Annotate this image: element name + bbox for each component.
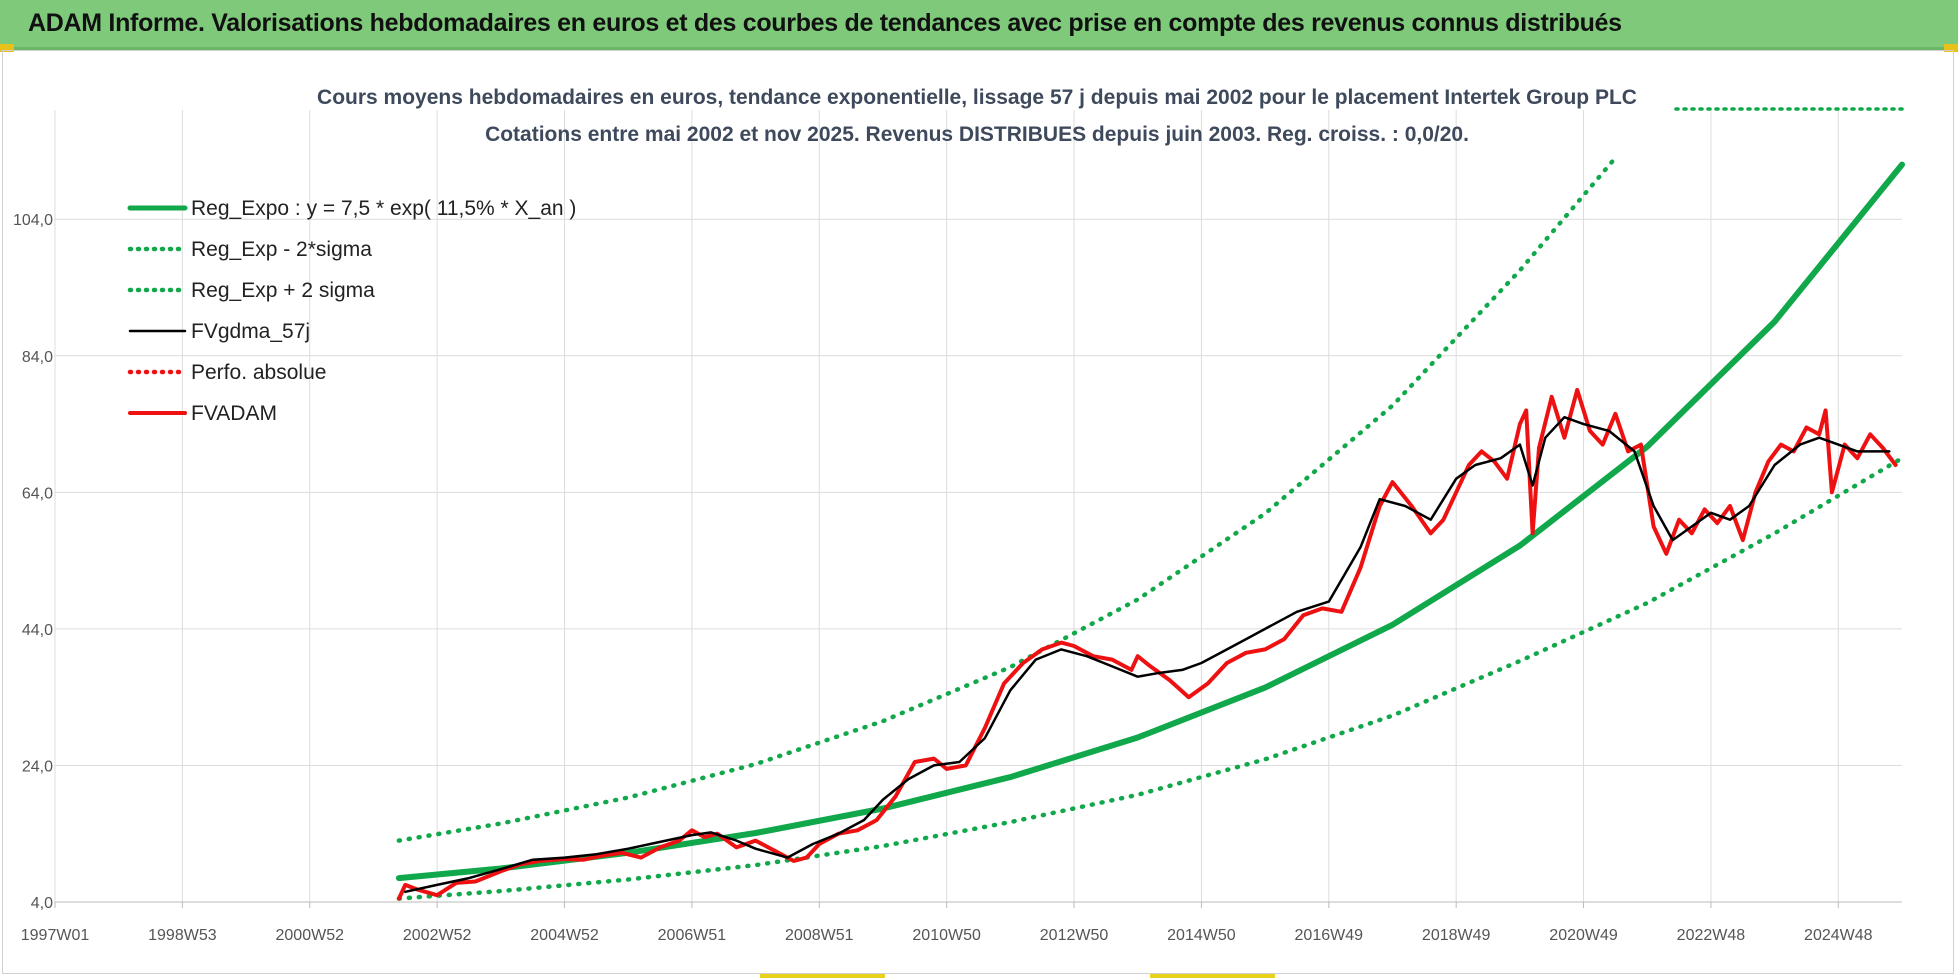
x-tick-label: 2000W52 xyxy=(276,927,345,944)
chart-subtitle: Cotations entre mai 2002 et nov 2025. Re… xyxy=(485,123,1469,146)
x-tick-label: 2010W50 xyxy=(912,927,981,944)
page-title: ADAM Informe. Valorisations hebdomadaire… xyxy=(28,9,1622,37)
legend-label-0: Reg_Expo : y = 7,5 * exp( 11,5% * X_an ) xyxy=(191,197,576,220)
y-tick-label: 64,0 xyxy=(22,485,53,502)
chart-frame xyxy=(2,50,1954,974)
y-axis: 4,0 24,0 44,0 64,0 84,0 104,0 xyxy=(13,212,53,912)
x-tick-label: 2022W48 xyxy=(1677,927,1746,944)
corner-mark-right xyxy=(1944,44,1958,52)
legend: Reg_Expo : y = 7,5 * exp( 11,5% * X_an )… xyxy=(127,197,576,425)
y-tick-label: 4,0 xyxy=(31,895,53,912)
legend-label-3: FVgdma_57j xyxy=(191,320,310,343)
bottom-mark-1 xyxy=(760,974,885,978)
y-tick-label: 104,0 xyxy=(13,212,53,229)
plot-area xyxy=(395,155,1905,901)
series-line-2 xyxy=(396,155,1618,843)
corner-mark-left xyxy=(0,44,14,52)
x-tick-label: 2024W48 xyxy=(1804,927,1873,944)
y-tick-label: 24,0 xyxy=(22,758,53,775)
x-tick-label: 2008W51 xyxy=(785,927,854,944)
x-tick-label: 1998W53 xyxy=(148,927,217,944)
x-tick-label: 2020W49 xyxy=(1549,927,1618,944)
x-tick-label: 2016W49 xyxy=(1295,927,1364,944)
legend-label-4: Perfo. absolue xyxy=(191,361,326,384)
x-tick-label: 2006W51 xyxy=(658,927,727,944)
x-tick-label: 2004W52 xyxy=(530,927,599,944)
x-tick-label: 1997W01 xyxy=(21,927,90,944)
x-tick-label: 2014W50 xyxy=(1167,927,1236,944)
x-tick-label: 2012W50 xyxy=(1040,927,1109,944)
chart-title: Cours moyens hebdomadaires en euros, ten… xyxy=(317,86,1637,109)
y-tick-label: 44,0 xyxy=(22,622,53,639)
series-line-5 xyxy=(396,387,1898,901)
series-line-1 xyxy=(396,455,1905,901)
x-axis: 1997W01 1998W53 2000W52 2002W52 2004W52 2006W… xyxy=(21,901,1902,944)
legend-label-1: Reg_Exp - 2*sigma xyxy=(191,238,372,261)
bottom-mark-2 xyxy=(1150,974,1275,978)
legend-label-2: Reg_Exp + 2 sigma xyxy=(191,279,375,302)
legend-label-5: FVADAM xyxy=(191,402,277,425)
y-tick-label: 84,0 xyxy=(22,349,53,366)
series-line-3 xyxy=(404,415,1891,894)
header-bar: ADAM Informe. Valorisations hebdomadaire… xyxy=(0,0,1958,50)
x-tick-label: 2018W49 xyxy=(1422,927,1491,944)
x-tick-label: 2002W52 xyxy=(403,927,472,944)
